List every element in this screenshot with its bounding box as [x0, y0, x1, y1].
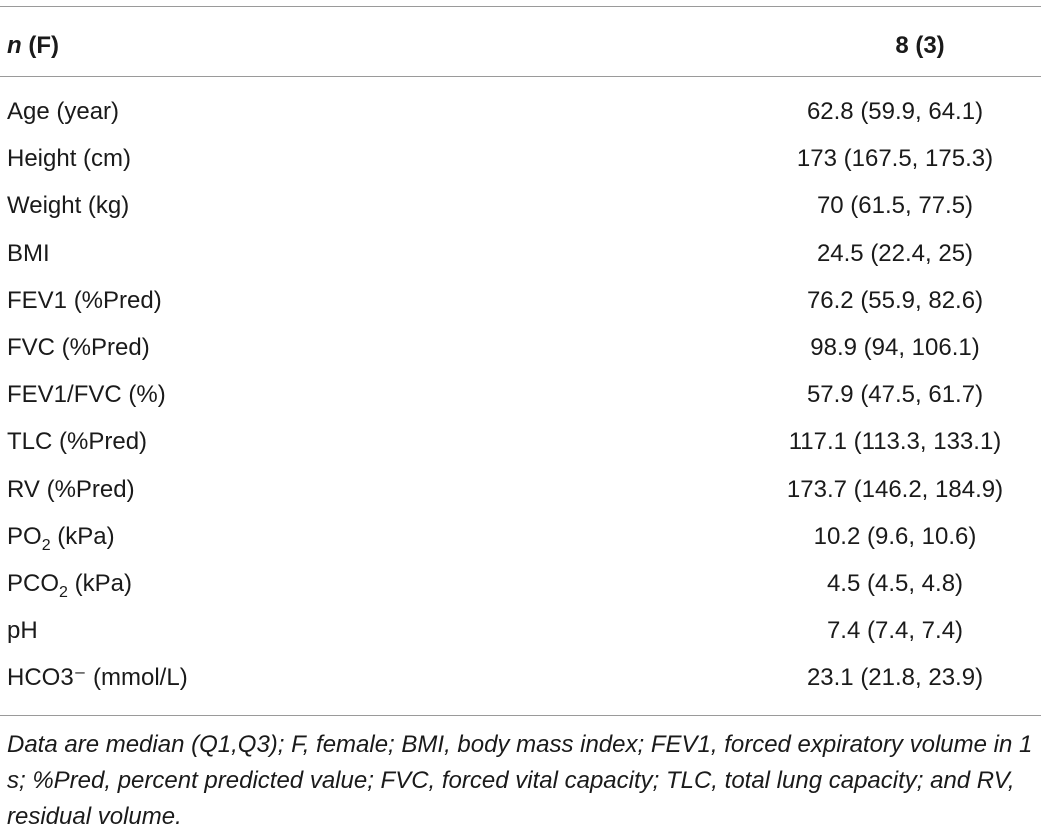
table-bottom-rule: [0, 715, 1041, 716]
table-row: TLC (%Pred) 117.1 (113.3, 133.1): [0, 420, 1041, 467]
table-row: Height (cm) 173 (167.5, 175.3): [0, 137, 1041, 184]
header-label: n (F): [7, 32, 59, 60]
header-n-label: n: [7, 32, 22, 59]
row-value: 57.9 (47.5, 61.7): [806, 381, 984, 409]
table-row: PCO2 (kPa) 4.5 (4.5, 4.8): [0, 562, 1041, 609]
row-value: 24.5 (22.4, 25): [816, 239, 974, 267]
row-value: 62.8 (59.9, 64.1): [806, 98, 984, 125]
row-label: Age (year): [7, 98, 120, 125]
row-label: Weight (kg): [7, 192, 130, 220]
table-row: HCO3⁻ (mmol/L) 23.1 (21.8, 23.9): [0, 656, 1041, 703]
table-row: Age (year) 62.8 (59.9, 64.1): [0, 90, 1041, 137]
row-label: PCO2 (kPa): [7, 569, 132, 601]
table-top-rule: [0, 6, 1041, 7]
row-value: 76.2 (55.9, 82.6): [806, 286, 984, 314]
row-value: 10.2 (9.6, 10.6): [813, 522, 977, 550]
table-row: BMI 24.5 (22.4, 25): [0, 232, 1041, 279]
table-row: FEV1 (%Pred) 76.2 (55.9, 82.6): [0, 279, 1041, 326]
row-label: FVC (%Pred): [7, 333, 150, 361]
row-label: Height (cm): [7, 145, 132, 173]
row-label: PO2 (kPa): [7, 522, 115, 554]
header-value: 8 (3): [895, 32, 945, 59]
row-value: 4.5 (4.5, 4.8): [826, 569, 964, 597]
row-value: 70 (61.5, 77.5): [816, 192, 974, 220]
table-footnote: Data are median (Q1,Q3); F, female; BMI,…: [7, 731, 1033, 830]
table-header-row: n (F) 8 (3): [0, 6, 1041, 76]
row-value: 7.4 (7.4, 7.4): [826, 617, 964, 645]
table-row: FVC (%Pred) 98.9 (94, 106.1): [0, 326, 1041, 373]
header-f-label: (F): [28, 32, 59, 59]
row-value: 117.1 (113.3, 133.1): [788, 428, 1002, 456]
row-label: FEV1/FVC (%): [7, 381, 166, 409]
table-body: Age (year) 62.8 (59.9, 64.1) Height (cm)…: [0, 90, 1041, 703]
table-header-rule: [0, 76, 1041, 77]
row-label: FEV1 (%Pred): [7, 286, 162, 314]
row-label: RV (%Pred): [7, 475, 135, 503]
row-value: 173 (167.5, 175.3): [796, 145, 994, 173]
table-row: RV (%Pred) 173.7 (146.2, 184.9): [0, 468, 1041, 515]
table-row: PO2 (kPa) 10.2 (9.6, 10.6): [0, 515, 1041, 562]
table-row: FEV1/FVC (%) 57.9 (47.5, 61.7): [0, 373, 1041, 420]
row-label: pH: [7, 617, 38, 645]
row-label: TLC (%Pred): [7, 428, 148, 456]
row-value: 23.1 (21.8, 23.9): [806, 664, 984, 692]
row-value: 173.7 (146.2, 184.9): [786, 475, 1004, 503]
row-value: 98.9 (94, 106.1): [810, 333, 980, 361]
table-row: pH 7.4 (7.4, 7.4): [0, 609, 1041, 656]
row-label: HCO3⁻ (mmol/L): [7, 664, 188, 692]
table-row: Weight (kg) 70 (61.5, 77.5): [0, 184, 1041, 231]
row-label: BMI: [7, 239, 50, 267]
